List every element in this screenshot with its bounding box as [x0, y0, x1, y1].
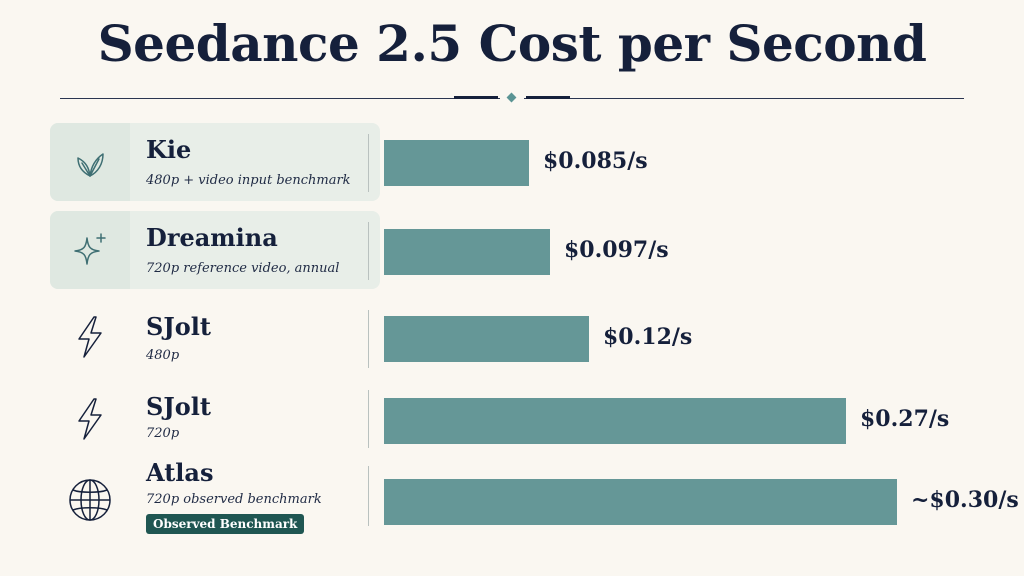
title-divider-accent-left — [454, 96, 498, 99]
row-separator — [368, 134, 369, 192]
bar-dreamina — [384, 229, 550, 275]
bar-sjolt-480p — [384, 316, 589, 362]
row-separator — [368, 466, 369, 526]
row-name: Kie — [146, 135, 192, 164]
observed-benchmark-badge: Observed Benchmark — [146, 514, 305, 534]
bar-sjolt-720p — [384, 398, 846, 444]
title-divider-left — [60, 98, 500, 99]
row-sjolt-720p: SJolt 720p — [50, 380, 380, 458]
bar-kie — [384, 140, 529, 186]
row-dreamina: Dreamina 720p reference video, annual — [50, 211, 380, 289]
globe-icon — [50, 455, 130, 545]
lightning-icon — [50, 298, 130, 376]
row-name: Dreamina — [146, 223, 278, 252]
title-divider-right — [524, 98, 964, 99]
title-divider-diamond — [506, 92, 517, 103]
value-label-atlas: ~$0.30/s — [911, 487, 1019, 513]
row-separator — [368, 390, 369, 448]
value-label-dreamina: $0.097/s — [564, 237, 669, 263]
lightning-icon — [50, 380, 130, 458]
value-label-sjolt-480p: $0.12/s — [603, 324, 693, 350]
chart-title: Seedance 2.5 Cost per Second — [97, 14, 927, 73]
title-divider-accent-right — [526, 96, 570, 99]
row-name: SJolt — [146, 392, 211, 421]
row-subtitle: 720p — [146, 426, 180, 441]
row-subtitle: 480p — [146, 348, 180, 363]
row-subtitle: 480p + video input benchmark — [146, 173, 351, 188]
row-kie: Kie 480p + video input benchmark — [50, 123, 380, 201]
row-atlas: Atlas 720p observed benchmark Observed B… — [50, 455, 380, 545]
value-label-kie: $0.085/s — [543, 148, 648, 174]
leaf-icon — [50, 123, 130, 201]
value-label-sjolt-720p: $0.27/s — [860, 406, 950, 432]
row-name: Atlas — [146, 458, 214, 487]
row-separator — [368, 222, 369, 280]
row-separator — [368, 310, 369, 368]
row-subtitle: 720p reference video, annual — [146, 261, 340, 276]
row-subtitle: 720p observed benchmark — [146, 492, 322, 507]
bar-atlas — [384, 479, 897, 525]
row-sjolt-480p: SJolt 480p — [50, 298, 380, 376]
row-name: SJolt — [146, 312, 211, 341]
sparkle-icon — [50, 211, 130, 289]
